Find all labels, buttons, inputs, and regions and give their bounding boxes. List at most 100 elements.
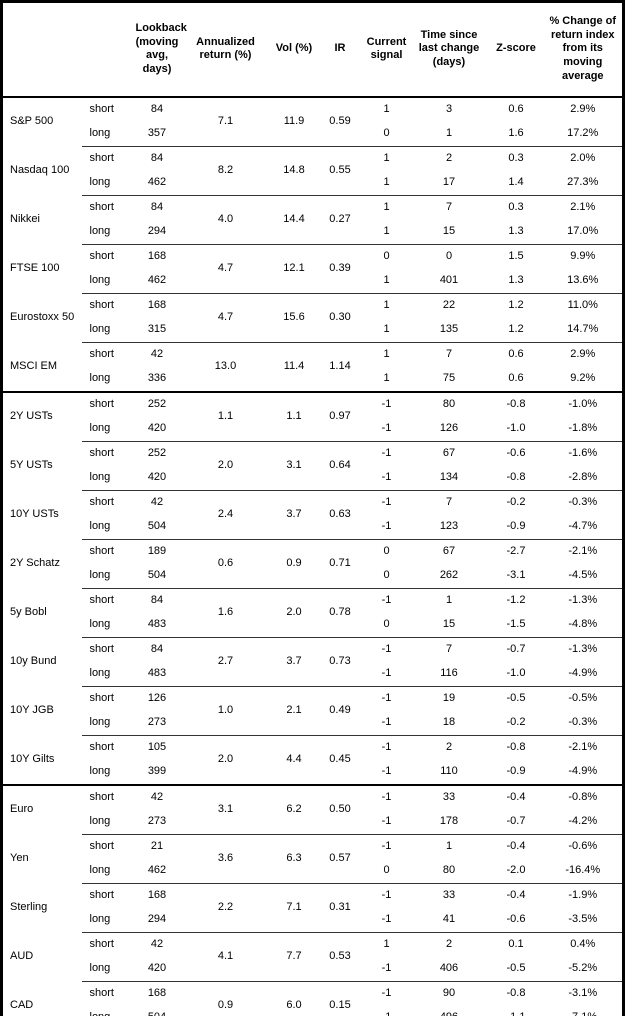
leg-label: long <box>89 372 111 384</box>
vol-value: 3.7 <box>271 636 317 686</box>
pct-change-value: -2.1% <box>543 538 624 564</box>
leg-label: long <box>82 1006 135 1016</box>
annualized-return-value: 1.1 <box>179 390 272 441</box>
column-header-leg <box>82 2 135 97</box>
table-row: 10Y USTs short 42 2.4 3.7 0.63 -1 7 -0.2 -0.3% <box>2 489 624 539</box>
z-score-value: -0.4 <box>488 882 544 908</box>
current-signal-value: -1 <box>381 667 392 679</box>
current-signal-value: -1 <box>381 913 392 925</box>
asset-name: 2Y Schatz <box>10 557 60 569</box>
ir-value: 0.39 <box>316 243 364 293</box>
time-since-value: 19 <box>409 685 489 711</box>
ir-value: 1.14 <box>316 341 364 392</box>
table-body: S&P 500 short 84 7.1 11.9 0.59 1 3 0.6 2.9% long 35… <box>1 97 624 1016</box>
vol-value: 6.2 <box>271 783 317 834</box>
lookback-value: 42 <box>134 783 180 810</box>
pct-change-value: -3.1% <box>543 980 624 1006</box>
current-signal-value: -1 <box>363 833 410 859</box>
leg-label: short <box>81 440 135 466</box>
current-signal-value: -1 <box>363 882 410 908</box>
time-since-value: 7 <box>409 194 489 220</box>
current-signal-value: 1 <box>363 341 410 367</box>
ir-value: 0.15 <box>316 980 364 1016</box>
vol-value: 2.1 <box>271 685 317 735</box>
asset-name: Euro <box>1 783 82 834</box>
z-score-value: -0.6 <box>506 913 526 925</box>
asset-name: Eurostoxx 50 <box>10 311 75 323</box>
annualized-return-value: 2.0 <box>179 440 272 490</box>
lookback-value: 504 <box>135 1006 180 1016</box>
leg-label: short <box>81 833 135 859</box>
lookback-value: 126 <box>134 685 180 711</box>
lookback-value: 84 <box>134 194 180 220</box>
leg-label: short <box>81 538 135 564</box>
table-row: long 483 0 15 -1.5 -4.8% <box>2 613 624 638</box>
time-since-value: 7 <box>409 489 489 515</box>
ir-value: 0.57 <box>316 833 364 883</box>
lookback-value: 273 <box>147 815 167 827</box>
current-signal-value: -1 <box>363 980 410 1006</box>
leg-label: short <box>81 489 135 515</box>
time-since-value: 3 <box>445 103 453 115</box>
lookback-value: 294 <box>147 913 167 925</box>
time-since-value: 67 <box>409 440 489 466</box>
asset-name: Yen <box>10 852 29 864</box>
table-row: long 273 -1 178 -0.7 -4.2% <box>2 810 624 835</box>
pct-change-value: -4.8% <box>568 618 598 630</box>
current-signal-value: 0 <box>383 127 390 139</box>
table-row: 2Y Schatz short 189 0.6 0.9 0.71 0 67 -2.7 -2.1% <box>2 538 624 588</box>
leg-label: short <box>81 390 135 417</box>
lookback-value: 42 <box>134 341 180 367</box>
table-row: long 420 -1 126 -1.0 -1.8% <box>2 417 624 442</box>
z-score-value: 1.2 <box>488 292 544 318</box>
asset-name: FTSE 100 <box>10 262 60 274</box>
ir-value: 0.97 <box>316 390 364 441</box>
table-row: 5Y USTs short 252 2.0 3.1 0.64 -1 67 -0.6 -1.6% <box>2 440 624 490</box>
leg-label: long <box>89 422 111 434</box>
asset-name: 10Y JGB <box>10 704 54 716</box>
time-since-value: 135 <box>439 323 459 335</box>
lookback-value: 420 <box>147 962 167 974</box>
current-signal-value: 1 <box>363 931 410 957</box>
vol-value: 7.7 <box>271 931 317 981</box>
lookback-value: 399 <box>147 765 167 777</box>
table-row: long 462 0 80 -2.0 -16.4% <box>2 859 624 884</box>
vol-value: 3.1 <box>271 440 317 490</box>
z-score-value: -2.0 <box>506 864 526 876</box>
time-since-value: 80 <box>409 390 489 417</box>
z-score-value: 0.6 <box>508 103 524 115</box>
pct-change-value: 11.0% <box>543 292 624 318</box>
z-score-value: 1.2 <box>508 323 524 335</box>
column-header-vol: Vol (%) <box>275 42 313 55</box>
asset-name: 10y Bund <box>10 655 57 667</box>
ir-value: 0.53 <box>316 931 364 981</box>
vol-value: 3.7 <box>271 489 317 539</box>
table-row: long 336 1 75 0.6 9.2% <box>2 367 624 392</box>
time-since-value: 67 <box>409 538 489 564</box>
table-row: 5y Bobl short 84 1.6 2.0 0.78 -1 1 -1.2 -1.3% <box>2 587 624 637</box>
z-score-value: 1.3 <box>508 274 524 286</box>
table-row: long 504 -1 123 -0.9 -4.7% <box>2 515 624 540</box>
ir-value: 0.59 <box>329 115 351 127</box>
asset-name: 5y Bobl <box>10 606 47 618</box>
leg-label: short <box>81 980 135 1006</box>
current-signal-value: 0 <box>383 618 390 630</box>
time-since-value: 41 <box>442 913 456 925</box>
current-signal-value: 1 <box>383 103 390 115</box>
z-score-value: 1.4 <box>508 176 524 188</box>
leg-label: long <box>89 765 111 777</box>
lookback-value: 84 <box>134 636 180 662</box>
time-since-value: 15 <box>442 618 456 630</box>
asset-name: Nikkei <box>10 213 40 225</box>
table-row: 10y Bund short 84 2.7 3.7 0.73 -1 7 -0.7 -1.3% <box>2 636 624 686</box>
table-row: long 462 1 401 1.3 13.6% <box>2 269 624 294</box>
table-row: long 273 -1 18 -0.2 -0.3% <box>2 711 624 736</box>
table-row: long 294 -1 41 -0.6 -3.5% <box>2 908 624 933</box>
table-row: long 357 0 1 1.6 17.2% <box>2 122 624 147</box>
annualized-return-value: 13.0 <box>179 341 272 392</box>
z-score-value: -0.8 <box>488 390 544 417</box>
lookback-value: 420 <box>147 471 167 483</box>
z-score-value: -1.0 <box>506 422 526 434</box>
column-header-signal: Current signal <box>366 35 407 62</box>
